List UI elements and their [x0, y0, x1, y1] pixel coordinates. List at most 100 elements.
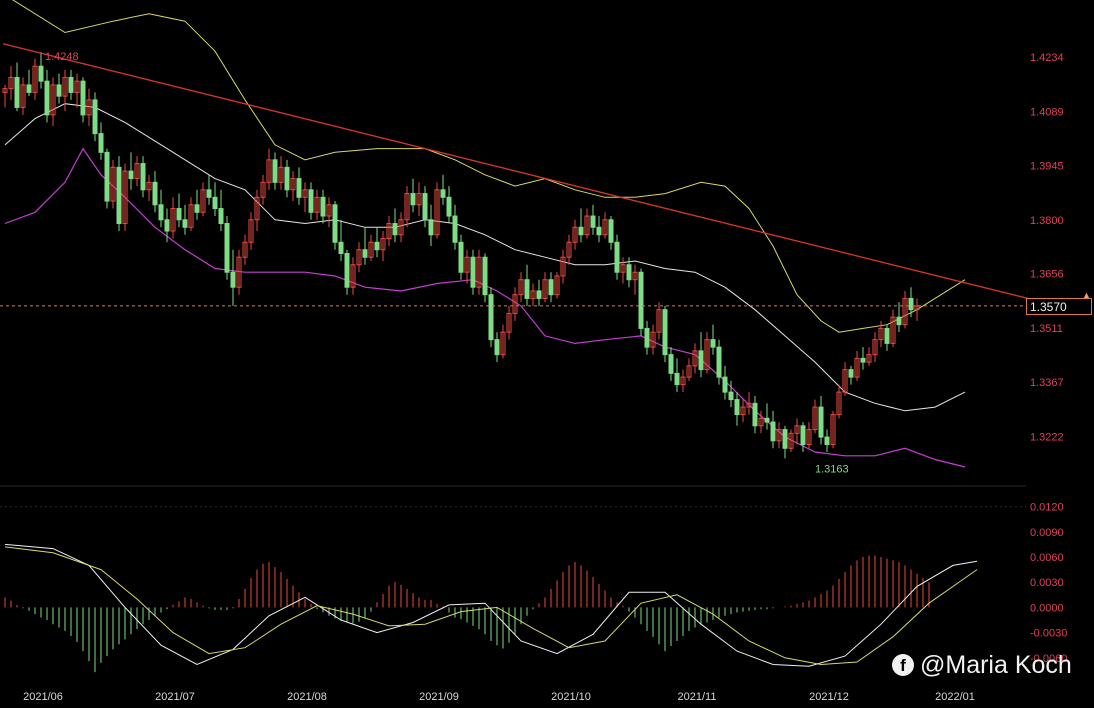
candle-body — [608, 219, 614, 243]
candle-body — [668, 354, 674, 374]
candle-body — [476, 256, 482, 288]
candle-body — [836, 391, 842, 416]
candle-body — [542, 279, 548, 299]
candle-body — [110, 166, 116, 202]
candle-body — [182, 219, 188, 228]
macd-tick-label: 0.0120 — [1030, 502, 1064, 514]
candle-body — [344, 252, 350, 288]
candle-body — [578, 226, 584, 236]
candle-body — [464, 256, 470, 273]
price-tick-label: 1.3367 — [1030, 377, 1064, 389]
candle-body — [386, 223, 392, 240]
candle-body — [494, 339, 500, 356]
x-axis-label: 2021/08 — [287, 691, 327, 703]
candle-body — [176, 208, 182, 221]
candle-body — [242, 241, 248, 258]
x-axis-label: 2021/10 — [551, 691, 591, 703]
bollinger-lower-line — [4, 147, 966, 468]
x-axis-label: 2021/07 — [155, 691, 195, 703]
facebook-icon: f — [892, 654, 914, 676]
candle-body — [446, 196, 452, 217]
candle-body — [140, 163, 146, 191]
candle-body — [752, 402, 758, 427]
x-axis-label: 2021/12 — [809, 691, 849, 703]
candle-body — [92, 99, 98, 135]
candle-body — [44, 80, 50, 116]
candle-body — [380, 238, 386, 251]
candle-body — [734, 399, 740, 416]
candle-body — [266, 159, 272, 183]
candle-body — [716, 346, 722, 378]
price-alert-icon[interactable]: ▲ — [1082, 290, 1091, 300]
candle-body — [422, 193, 428, 221]
candle-body — [254, 196, 260, 221]
candle-body — [650, 331, 656, 348]
candle-body — [488, 294, 494, 341]
candle-body — [590, 215, 596, 228]
candle-body — [362, 249, 368, 258]
candle-body — [512, 294, 518, 314]
candle-body — [536, 290, 542, 299]
bollinger-middle-line — [4, 103, 966, 412]
candle-body — [794, 425, 800, 434]
candle-body — [626, 264, 632, 281]
candle-body — [806, 429, 812, 446]
candle-body — [8, 76, 14, 90]
x-axis-label: 2021/06 — [23, 691, 63, 703]
price-tick-label: 1.3656 — [1030, 269, 1064, 281]
candle-body — [452, 215, 458, 243]
candle-body — [656, 309, 662, 333]
candle-body — [398, 219, 404, 236]
candle-body — [746, 402, 752, 408]
x-axis-label: 2021/09 — [419, 691, 459, 703]
candle-body — [248, 219, 254, 243]
candle-body — [632, 271, 638, 281]
candle-body — [230, 271, 236, 288]
candle-body — [116, 166, 122, 225]
price-tick-label: 1.3945 — [1030, 160, 1064, 172]
candle-body — [152, 181, 158, 206]
candle-body — [14, 76, 20, 108]
candle-body — [158, 204, 164, 221]
candle-body — [722, 376, 728, 393]
candle-body — [614, 241, 620, 273]
price-tick-label: 1.4089 — [1030, 107, 1064, 119]
candle-body — [728, 391, 734, 401]
candle-body — [50, 84, 56, 116]
candle-body — [740, 406, 746, 416]
candle-body — [896, 316, 902, 326]
candle-body — [284, 166, 290, 191]
candle-body — [218, 208, 224, 225]
candle-body — [308, 189, 314, 213]
macd-tick-label: 0.0060 — [1030, 552, 1064, 564]
macd-signal-line — [4, 546, 978, 666]
candle-body — [572, 226, 578, 243]
candle-body — [350, 264, 356, 288]
candle-body — [212, 196, 218, 210]
candle-body — [326, 204, 332, 217]
candle-body — [890, 316, 896, 344]
candle-body — [788, 432, 794, 449]
candle-body — [296, 178, 302, 198]
candle-body — [188, 204, 194, 228]
candle-body — [884, 327, 890, 344]
candle-body — [830, 414, 836, 446]
candle-body — [686, 365, 692, 378]
candle-body — [392, 223, 398, 236]
candle-body — [518, 279, 524, 296]
candle-body — [530, 290, 536, 299]
candle-body — [560, 256, 566, 277]
candle-body — [128, 170, 134, 180]
candle-body — [584, 215, 590, 236]
candle-body — [704, 339, 710, 371]
candle-body — [848, 369, 854, 378]
candle-body — [878, 327, 884, 341]
candle-body — [548, 279, 554, 296]
candle-body — [236, 256, 242, 288]
high-annotation: 1.4248 — [45, 51, 79, 63]
candle-body — [698, 350, 704, 371]
candle-body — [338, 241, 344, 254]
price-tick-label: 1.3511 — [1030, 323, 1063, 335]
candle-body — [122, 170, 128, 225]
